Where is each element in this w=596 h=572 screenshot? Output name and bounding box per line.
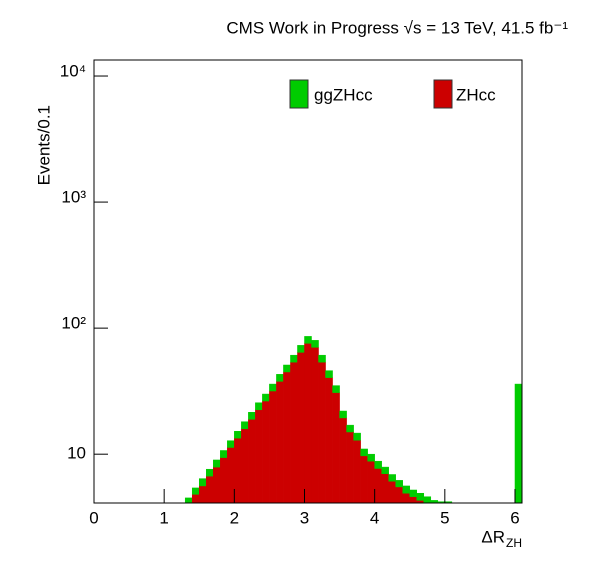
histogram-bar — [276, 381, 284, 503]
histogram-bar — [388, 474, 396, 482]
x-tick-label: 5 — [440, 508, 449, 527]
histogram-bar — [304, 343, 312, 503]
histogram-bar — [332, 392, 340, 503]
plot-frame — [93, 59, 523, 504]
histogram-bar — [248, 412, 256, 420]
histogram-bar — [304, 336, 312, 344]
histogram-bar — [409, 496, 418, 503]
histogram-bar — [206, 475, 214, 503]
histogram-bar — [318, 354, 326, 363]
histogram-bar — [234, 437, 242, 503]
histogram-bar — [290, 354, 298, 363]
histogram-bar — [374, 468, 382, 503]
histogram-bar — [360, 448, 368, 457]
histogram-bar — [416, 492, 425, 501]
histogram-bar — [381, 473, 389, 503]
chart-title: CMS Work in Progress √s = 13 TeV, 41.5 f… — [226, 18, 568, 37]
histogram-bar — [332, 385, 340, 393]
histogram-bar — [402, 492, 410, 503]
histogram-bar — [311, 340, 319, 348]
legend-swatch — [433, 79, 453, 109]
histogram-bar — [360, 455, 368, 503]
histogram-bar — [262, 400, 270, 503]
x-tick-label: 6 — [510, 508, 519, 527]
histogram-bar — [444, 501, 453, 503]
histogram-bar — [283, 371, 291, 503]
y-axis-label: Events/0.1 — [34, 105, 53, 185]
histogram-bar — [409, 489, 418, 497]
histogram-bar — [290, 361, 298, 503]
y-tick-label: 10⁴ — [60, 62, 86, 81]
legend-label: ZHcc — [456, 85, 496, 104]
histogram-bar — [346, 424, 354, 433]
histogram-bar — [255, 402, 263, 411]
histogram-bar — [241, 428, 249, 503]
x-tick-label: 3 — [300, 508, 309, 527]
legend-label: ggZHcc — [314, 85, 373, 104]
histogram-bar — [191, 487, 200, 495]
histogram-bar — [353, 432, 361, 441]
histogram-bar — [311, 347, 319, 503]
histogram-bar — [430, 500, 439, 503]
x-tick-label: 4 — [370, 508, 379, 527]
histogram-bar — [213, 466, 221, 503]
histogram-bar — [297, 345, 305, 353]
histogram-bar — [388, 480, 396, 503]
histogram-bar — [514, 383, 522, 503]
histogram-bar — [241, 421, 249, 430]
histogram-bar — [395, 486, 403, 503]
x-tick-label: 2 — [230, 508, 239, 527]
plot-area — [184, 336, 522, 503]
histogram-bar — [346, 431, 354, 503]
x-axis-label-subscript: ZH — [506, 536, 522, 550]
histogram-bar — [402, 485, 410, 494]
histogram-bar — [220, 450, 228, 458]
histogram-bar — [248, 419, 256, 503]
y-tick-label: 10 — [67, 444, 86, 463]
histogram-bar — [220, 457, 228, 503]
histogram-bar — [213, 459, 221, 468]
histogram-bar — [269, 383, 277, 392]
histogram-bar — [206, 468, 214, 477]
x-tick-label: 0 — [89, 508, 98, 527]
histogram-bar — [367, 453, 375, 462]
histogram-bar — [297, 352, 305, 503]
histogram-bar — [339, 410, 347, 419]
histogram-bar — [283, 364, 291, 373]
legend-swatch — [289, 79, 309, 109]
histogram-bar — [255, 409, 263, 503]
histogram-bar — [276, 374, 284, 382]
histogram-bar — [227, 447, 235, 503]
histogram-bar — [437, 501, 446, 503]
histogram-bar — [234, 431, 242, 439]
histogram-bar — [198, 478, 207, 487]
histogram-bar — [395, 480, 403, 488]
y-tick-label: 10³ — [61, 188, 86, 207]
histogram-bar — [198, 485, 207, 503]
histogram-bar — [262, 393, 270, 402]
histogram-bar — [269, 390, 277, 503]
x-axis-label: ΔR — [481, 527, 505, 546]
x-tick-label: 1 — [159, 508, 168, 527]
histogram-bar — [325, 377, 333, 503]
histogram-bar — [367, 460, 375, 503]
histogram-bar — [381, 466, 389, 474]
histogram-bar — [339, 417, 347, 503]
histogram-bar — [318, 361, 326, 503]
histogram-bar — [353, 439, 361, 503]
y-tick-label: 10² — [61, 314, 86, 333]
histogram-bar — [325, 370, 333, 378]
histogram-bar — [374, 460, 382, 469]
histogram-bar — [227, 440, 235, 448]
histogram-bar — [191, 494, 200, 503]
